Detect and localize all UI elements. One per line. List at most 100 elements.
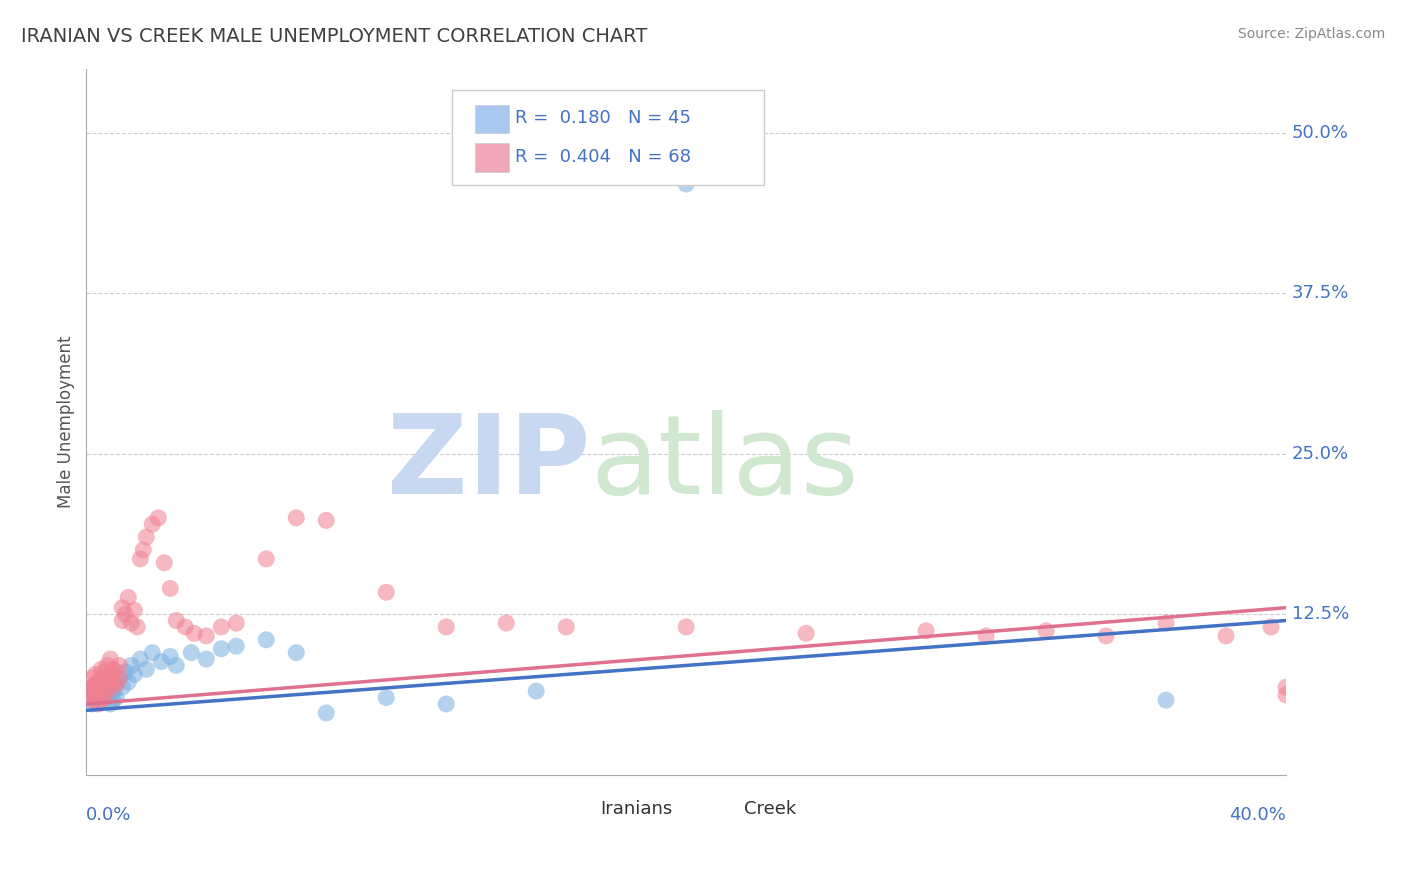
Point (159, 649, 181, 664)
Point (148, 511, 170, 525)
Point (1275, 680, 1298, 694)
Point (225, 616, 247, 631)
Point (84, 688, 107, 702)
Point (135, 662, 157, 676)
Point (675, 620, 697, 634)
Point (111, 680, 134, 694)
Point (82, 693, 104, 707)
Point (108, 658, 131, 673)
Point (114, 607, 136, 621)
Point (1154, 693, 1177, 707)
Point (375, 690, 398, 705)
Y-axis label: Male Unemployment: Male Unemployment (58, 335, 75, 508)
Point (84, 667, 107, 681)
Point (675, 177, 697, 191)
Point (82, 684, 104, 698)
Point (82, 671, 104, 685)
Point (1215, 629, 1237, 643)
Point (141, 646, 163, 660)
Text: R =  0.180   N = 45: R = 0.180 N = 45 (515, 109, 690, 127)
Point (111, 600, 134, 615)
Point (87, 697, 110, 711)
Point (96, 684, 118, 698)
Point (93, 684, 115, 698)
Text: 40.0%: 40.0% (1229, 806, 1286, 824)
Text: atlas: atlas (591, 410, 859, 517)
Point (103, 684, 125, 698)
Point (254, 632, 277, 647)
Text: Iranians: Iranians (600, 800, 672, 818)
Point (98, 697, 121, 711)
Point (84, 693, 107, 707)
Point (84, 678, 107, 692)
Point (124, 603, 146, 617)
Text: 37.5%: 37.5% (1292, 285, 1350, 302)
Point (183, 626, 205, 640)
Text: R =  0.404   N = 68: R = 0.404 N = 68 (515, 148, 690, 166)
Point (315, 706, 337, 720)
Text: 25.0%: 25.0% (1292, 444, 1350, 463)
Point (114, 665, 136, 679)
Point (96, 680, 118, 694)
Point (108, 671, 131, 685)
Point (90, 675, 112, 690)
Point (87, 680, 110, 694)
Point (98, 680, 121, 694)
Point (90, 662, 112, 676)
Point (132, 543, 155, 558)
Point (1095, 629, 1118, 643)
Point (90, 693, 112, 707)
Point (209, 641, 232, 656)
Point (150, 655, 173, 669)
Point (96, 690, 118, 705)
Point (90, 671, 112, 685)
Point (195, 629, 218, 643)
Text: Creek: Creek (744, 800, 796, 818)
FancyBboxPatch shape (475, 144, 509, 171)
Point (98, 667, 121, 681)
Point (915, 624, 938, 638)
Point (434, 620, 457, 634)
Point (87, 688, 110, 702)
Point (315, 513, 337, 527)
Point (974, 629, 997, 643)
Point (93, 690, 115, 705)
Point (82, 697, 104, 711)
Point (1260, 620, 1282, 634)
Point (90, 680, 112, 694)
Point (105, 665, 128, 679)
Point (285, 646, 308, 660)
Point (93, 678, 115, 692)
Point (129, 652, 152, 666)
Point (1035, 624, 1057, 638)
Point (165, 614, 187, 628)
Point (195, 652, 218, 666)
Point (209, 620, 232, 634)
Text: 0.0%: 0.0% (86, 806, 132, 824)
Point (174, 620, 197, 634)
Point (120, 616, 142, 631)
Text: IRANIAN VS CREEK MALE UNEMPLOYMENT CORRELATION CHART: IRANIAN VS CREEK MALE UNEMPLOYMENT CORRE… (21, 27, 648, 45)
Point (93, 671, 115, 685)
Point (103, 675, 125, 690)
Point (124, 667, 146, 681)
Text: 50.0%: 50.0% (1292, 124, 1348, 142)
Point (165, 658, 187, 673)
Point (87, 675, 110, 690)
Point (111, 614, 134, 628)
FancyBboxPatch shape (707, 796, 740, 822)
Point (96, 671, 118, 685)
Text: ZIP: ZIP (387, 410, 591, 517)
Point (90, 693, 112, 707)
Point (117, 675, 139, 690)
Point (96, 658, 118, 673)
Point (105, 678, 128, 692)
Point (87, 684, 110, 698)
Point (79, 690, 101, 705)
Point (141, 517, 163, 532)
Point (434, 697, 457, 711)
Point (103, 662, 125, 676)
Point (90, 687, 112, 701)
Point (159, 582, 181, 596)
FancyBboxPatch shape (475, 104, 509, 133)
